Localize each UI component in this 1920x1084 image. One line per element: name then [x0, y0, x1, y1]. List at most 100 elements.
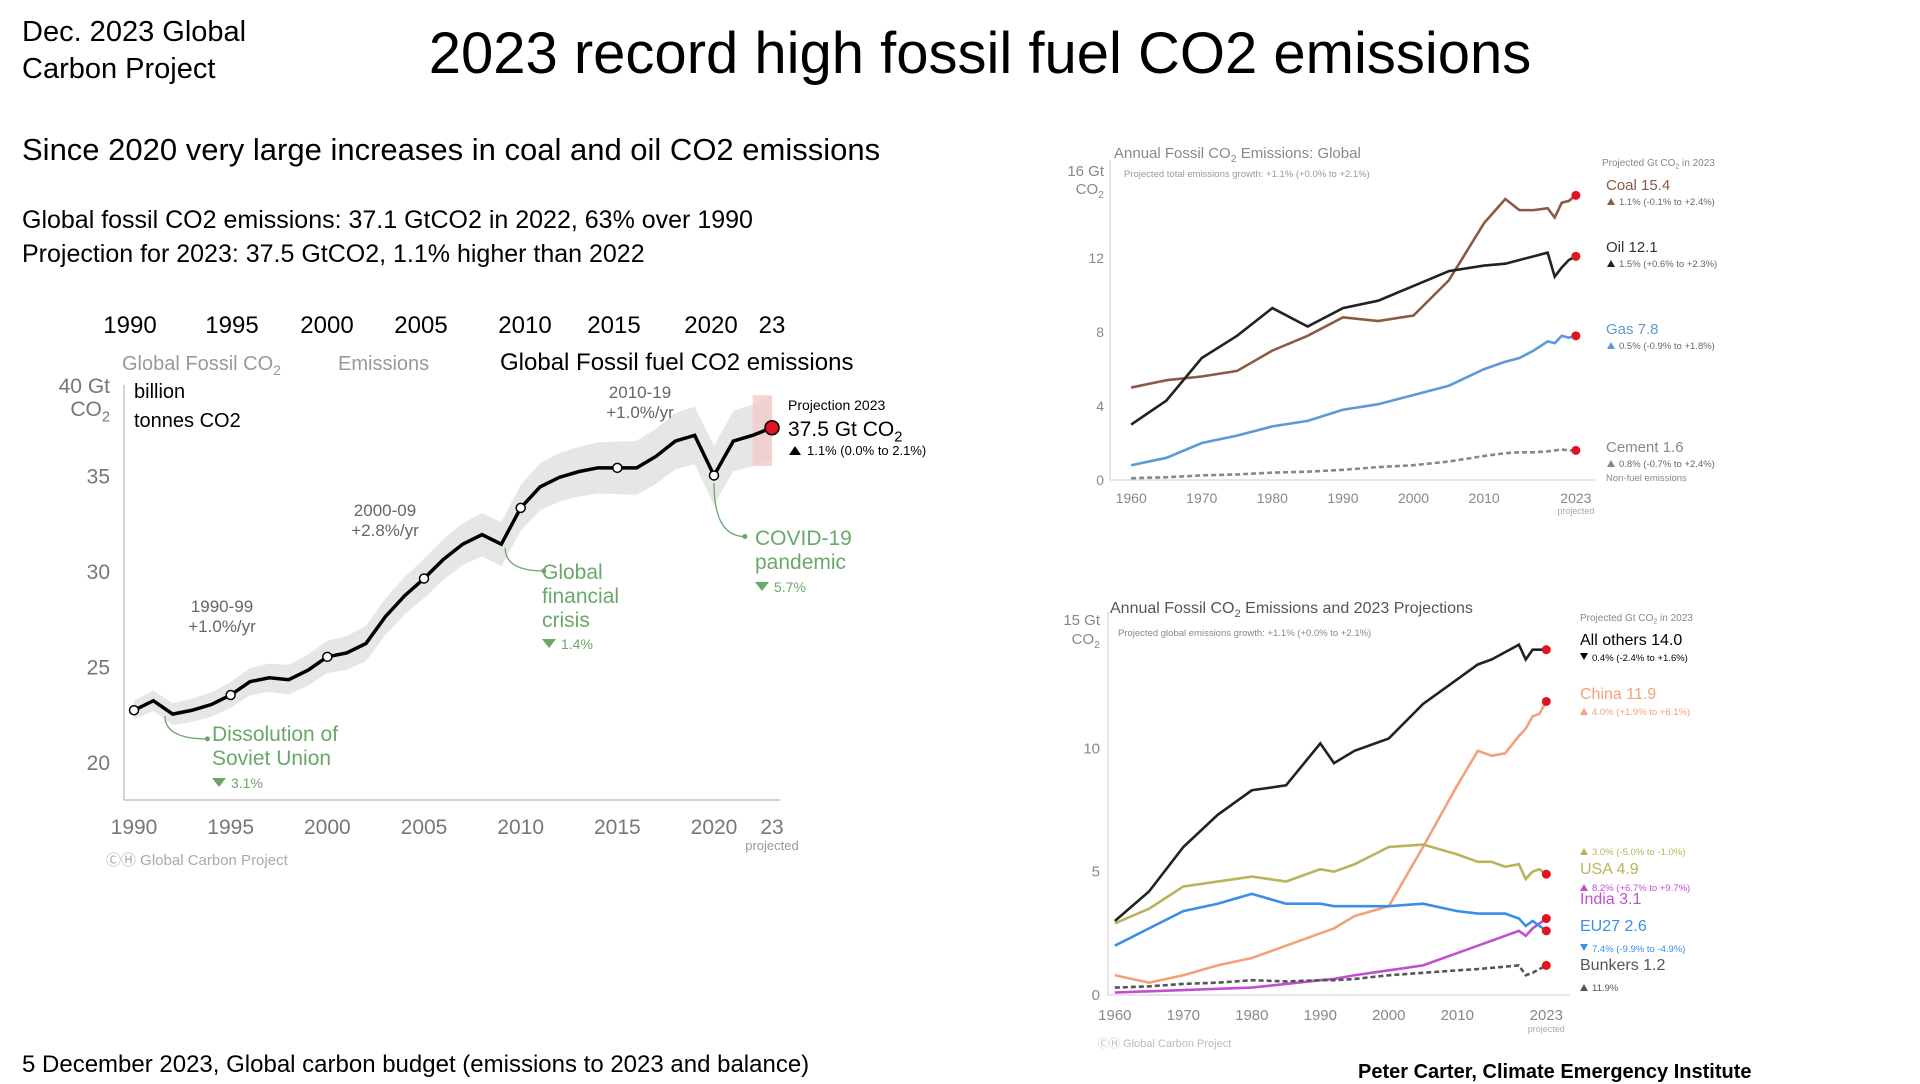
top-year-label: 2000 [300, 312, 353, 339]
event-change: 5.7% [774, 579, 806, 595]
x-tick-label: 1995 [207, 816, 254, 839]
legend-change: 4.0% (+1.9% to +6.1%) [1592, 707, 1690, 718]
event-label: pandemic [755, 551, 846, 574]
chart-title: Emissions [338, 353, 429, 375]
event-dot [204, 736, 210, 742]
y-tick-label: 10 [1083, 740, 1100, 757]
up-triangle-icon [1580, 848, 1588, 855]
top-year-label: 2010 [498, 312, 551, 339]
series-endpoint [1571, 190, 1581, 200]
x-tick-label: 2020 [691, 816, 738, 839]
up-triangle-icon [1607, 260, 1615, 267]
series-endpoint [1541, 696, 1551, 706]
legend-label: Cement 1.6 [1606, 439, 1684, 456]
x-tick-label: 2000 [1398, 490, 1429, 506]
period-rate: +1.0%/yr [188, 617, 256, 636]
source-label: ⒸⒽ Global Carbon Project [106, 852, 289, 869]
top-year-label: 1990 [103, 312, 156, 339]
series-line-coal [1130, 194, 1577, 389]
legend-label: China 11.9 [1580, 686, 1656, 703]
emissions-line [133, 426, 773, 716]
period-annotation: 2000-09 [354, 501, 416, 520]
y-tick-label: 20 [87, 752, 110, 775]
period-annotation: 2010-19 [609, 383, 671, 402]
y-unit-label: CO2 [1076, 181, 1105, 201]
data-point-marker [322, 651, 333, 663]
data-point-marker [515, 502, 526, 514]
chart-title: Annual Fossil CO2 Emissions and 2023 Pro… [1110, 600, 1473, 620]
legend-change: 0.8% (-0.7% to +2.4%) [1619, 459, 1715, 470]
x-tick-label: 1990 [1327, 490, 1358, 506]
event-connector [504, 547, 544, 572]
x-tick-note: projected [745, 838, 798, 853]
data-point-marker [708, 470, 720, 481]
country-chart: Annual Fossil CO2 Emissions and 2023 Pro… [1063, 600, 1693, 1050]
series-line-gas [1130, 334, 1577, 467]
event-connector [164, 715, 208, 740]
series-endpoint [1571, 445, 1581, 455]
page-title: 2023 record high fossil fuel CO2 emissio… [428, 21, 1532, 86]
x-tick-label: 23 [760, 816, 783, 839]
overlay-title: Global Fossil fuel CO2 emissions [500, 349, 853, 376]
legend-label: Oil 12.1 [1606, 239, 1658, 256]
legend-label: Gas 7.8 [1606, 321, 1659, 338]
x-tick-label: 1980 [1257, 490, 1288, 506]
down-triangle-icon [1580, 944, 1588, 951]
x-tick-label: 1970 [1167, 1007, 1200, 1024]
x-tick-label: 2010 [1469, 490, 1500, 506]
y-tick-label: 5 [1092, 864, 1100, 881]
period-rate: +2.8%/yr [351, 521, 419, 540]
x-tick-label: 2023 [1560, 490, 1591, 506]
projection-growth: 1.1% (0.0% to 2.1%) [807, 443, 926, 458]
down-triangle-icon [1580, 653, 1588, 660]
chart-subtitle: Projected total emissions growth: +1.1% … [1124, 169, 1370, 180]
source-label: Dec. 2023 Global Carbon Project [22, 14, 246, 88]
chart-subtitle: Projected global emissions growth: +1.1%… [1118, 628, 1371, 639]
x-tick-label: 1960 [1116, 490, 1147, 506]
up-triangle-icon [789, 446, 801, 455]
event-label: COVID-19 [755, 527, 852, 550]
x-tick-label: 2023 [1530, 1007, 1563, 1024]
legend-change: 0.5% (-0.9% to +1.8%) [1619, 341, 1715, 352]
x-tick-label: 2010 [497, 816, 544, 839]
data-point-marker [128, 705, 140, 716]
series-line-oil [1130, 251, 1577, 426]
event-dot [742, 534, 748, 540]
x-tick-label: 1980 [1235, 1007, 1268, 1024]
unit-note: tonnes CO2 [134, 410, 241, 432]
legend-label: USA 4.9 [1580, 861, 1639, 878]
up-triangle-icon [1580, 708, 1588, 715]
top-year-label: 2005 [394, 312, 447, 339]
y-unit-label: CO2 [70, 398, 110, 425]
projection-label: Projection 2023 [788, 397, 886, 413]
y-tick-label: 0 [1096, 472, 1104, 488]
series-line-bunkers [1114, 964, 1547, 989]
series-endpoint [1571, 331, 1581, 341]
x-tick-label: 1960 [1098, 1007, 1131, 1024]
up-triangle-icon [1580, 884, 1588, 891]
footer-caption: 5 December 2023, Global carbon budget (e… [22, 1051, 810, 1078]
source-line-1: Dec. 2023 Global [22, 16, 247, 48]
stat-line-1: Global fossil CO2 emissions: 37.1 GtCO2 … [22, 206, 753, 234]
fuel-type-chart: Annual Fossil CO2 Emissions: Global Proje… [1067, 145, 1717, 516]
up-triangle-icon [1607, 342, 1615, 349]
down-triangle-icon [755, 582, 769, 591]
series-endpoint [1541, 645, 1551, 655]
top-year-label: 1995 [205, 312, 258, 339]
event-label: Dissolution of [212, 723, 338, 746]
top-year-label: 2020 [684, 312, 737, 339]
x-tick-label: 2005 [401, 816, 448, 839]
series-line-china [1114, 700, 1548, 984]
series-line-usa [1114, 843, 1548, 925]
y-tick-label: 25 [87, 656, 110, 679]
legend-change: 7.4% (-9.9% to -4.9%) [1592, 944, 1685, 955]
y-tick-label: 0 [1092, 987, 1100, 1004]
legend-label: Coal 15.4 [1606, 177, 1670, 194]
y-tick-label: 35 [87, 465, 110, 488]
series-line-cement [1131, 448, 1576, 480]
x-tick-label: 2010 [1441, 1007, 1474, 1024]
up-triangle-icon [1607, 198, 1615, 205]
legend-change: 3.0% (-5.0% to -1.0%) [1592, 847, 1685, 858]
series-endpoint [1541, 960, 1551, 970]
x-tick-label: 1990 [1304, 1007, 1337, 1024]
